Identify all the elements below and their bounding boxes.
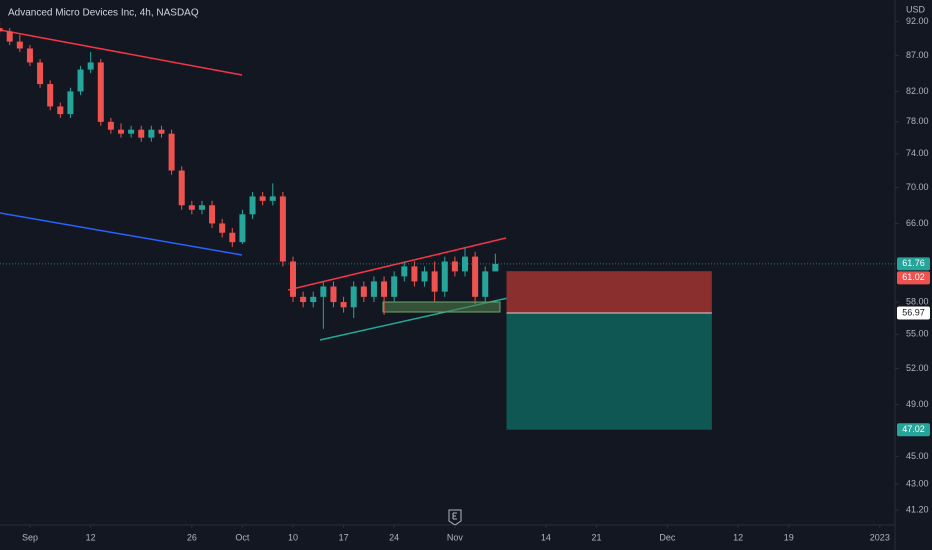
x-tick-label: 2023 bbox=[870, 532, 890, 542]
candle-body bbox=[330, 286, 337, 303]
candle-body bbox=[269, 196, 276, 201]
candle-body bbox=[16, 41, 23, 49]
candle-body bbox=[300, 296, 307, 303]
candle-body bbox=[148, 129, 155, 138]
y-tick-label: 74.00 bbox=[906, 148, 929, 158]
candle-body bbox=[482, 271, 489, 297]
candle-body bbox=[67, 91, 74, 115]
candle-body bbox=[57, 106, 64, 115]
price-badge-label: 61.76 bbox=[902, 258, 925, 268]
x-tick-label: 12 bbox=[733, 532, 743, 542]
x-tick-label: 24 bbox=[389, 532, 399, 542]
x-tick-label: Nov bbox=[447, 532, 464, 542]
candle-body bbox=[401, 266, 408, 277]
candle-body bbox=[198, 205, 205, 210]
trend-line bbox=[0, 212, 243, 256]
candle-body bbox=[421, 271, 428, 282]
price-badge-label: 47.02 bbox=[902, 424, 925, 434]
candle-body bbox=[178, 170, 185, 206]
y-tick-label: 55.00 bbox=[906, 329, 929, 339]
y-tick-label: 87.00 bbox=[906, 50, 929, 60]
candle-body bbox=[290, 261, 297, 297]
x-tick-label: 26 bbox=[187, 532, 197, 542]
x-tick-label: 12 bbox=[86, 532, 96, 542]
candle-body bbox=[97, 62, 104, 122]
x-tick-label: Dec bbox=[659, 532, 676, 542]
candle-body bbox=[128, 129, 135, 134]
candle-body bbox=[239, 214, 246, 243]
candle-body bbox=[411, 266, 418, 282]
y-tick-label: 45.00 bbox=[906, 451, 929, 461]
candle-body bbox=[26, 48, 33, 63]
candle-body bbox=[158, 129, 165, 134]
candle-body bbox=[279, 196, 286, 262]
chart-title: Advanced Micro Devices Inc, 4h, NASDAQ bbox=[8, 8, 199, 19]
candle-body bbox=[492, 263, 499, 272]
stop-zone bbox=[506, 271, 712, 313]
price-badge bbox=[897, 257, 930, 271]
candle-body bbox=[6, 31, 13, 42]
target-zone bbox=[506, 312, 712, 430]
y-tick-label: 58.00 bbox=[906, 296, 929, 306]
earnings-icon[interactable] bbox=[448, 509, 462, 526]
candle-body bbox=[310, 296, 317, 303]
candle-body bbox=[360, 286, 367, 297]
x-tick-label: 14 bbox=[541, 532, 551, 542]
x-tick-label: 21 bbox=[592, 532, 602, 542]
price-badge-label: 56.97 bbox=[902, 307, 925, 317]
candle-body bbox=[77, 69, 84, 92]
candle-body bbox=[107, 121, 114, 130]
y-tick-label: 70.00 bbox=[906, 182, 929, 192]
currency: USD bbox=[906, 4, 926, 14]
candle-body bbox=[209, 205, 216, 224]
y-tick-label: 49.00 bbox=[906, 399, 929, 409]
y-tick-label: 66.00 bbox=[906, 218, 929, 228]
candle-body bbox=[47, 84, 54, 107]
candle-body bbox=[320, 286, 327, 297]
y-tick-label: 41.20 bbox=[906, 504, 929, 514]
candle-body bbox=[370, 281, 377, 297]
y-tick-label: 82.00 bbox=[906, 86, 929, 96]
candle-body bbox=[188, 205, 195, 210]
candle-body bbox=[441, 261, 448, 292]
price-badge bbox=[897, 271, 930, 285]
candle-body bbox=[249, 196, 256, 215]
earnings-marker[interactable] bbox=[448, 509, 462, 526]
y-tick-label: 52.00 bbox=[906, 363, 929, 373]
y-tick-label: 43.00 bbox=[906, 478, 929, 488]
x-tick-label: 19 bbox=[784, 532, 794, 542]
trend-line bbox=[0, 29, 243, 76]
candle-body bbox=[87, 62, 94, 70]
x-tick-label: 17 bbox=[339, 532, 349, 542]
candle-body bbox=[37, 62, 44, 85]
candle-body bbox=[472, 256, 479, 297]
candle-body bbox=[350, 286, 357, 308]
candle-body bbox=[229, 232, 236, 243]
price-badge bbox=[897, 423, 930, 437]
candle-body bbox=[381, 281, 388, 297]
y-tick-label: 92.00 bbox=[906, 16, 929, 26]
x-tick-label: Oct bbox=[235, 532, 250, 542]
earnings-glyph bbox=[452, 512, 457, 520]
candle-body bbox=[340, 302, 347, 308]
candle-body bbox=[138, 129, 145, 138]
candle-body bbox=[451, 261, 458, 272]
candle-body bbox=[431, 271, 438, 292]
y-tick-label: 78.00 bbox=[906, 116, 929, 126]
candle-body bbox=[219, 223, 226, 233]
candle-body bbox=[391, 276, 398, 297]
candle-body bbox=[0, 28, 3, 32]
x-tick-label: Sep bbox=[22, 532, 38, 542]
price-badge bbox=[897, 306, 930, 320]
support-zone bbox=[382, 301, 501, 313]
price-badge-label: 61.02 bbox=[902, 272, 925, 282]
candle-body bbox=[259, 196, 266, 201]
candle-body bbox=[118, 129, 125, 134]
x-tick-label: 10 bbox=[288, 532, 298, 542]
candle-body bbox=[168, 133, 175, 171]
